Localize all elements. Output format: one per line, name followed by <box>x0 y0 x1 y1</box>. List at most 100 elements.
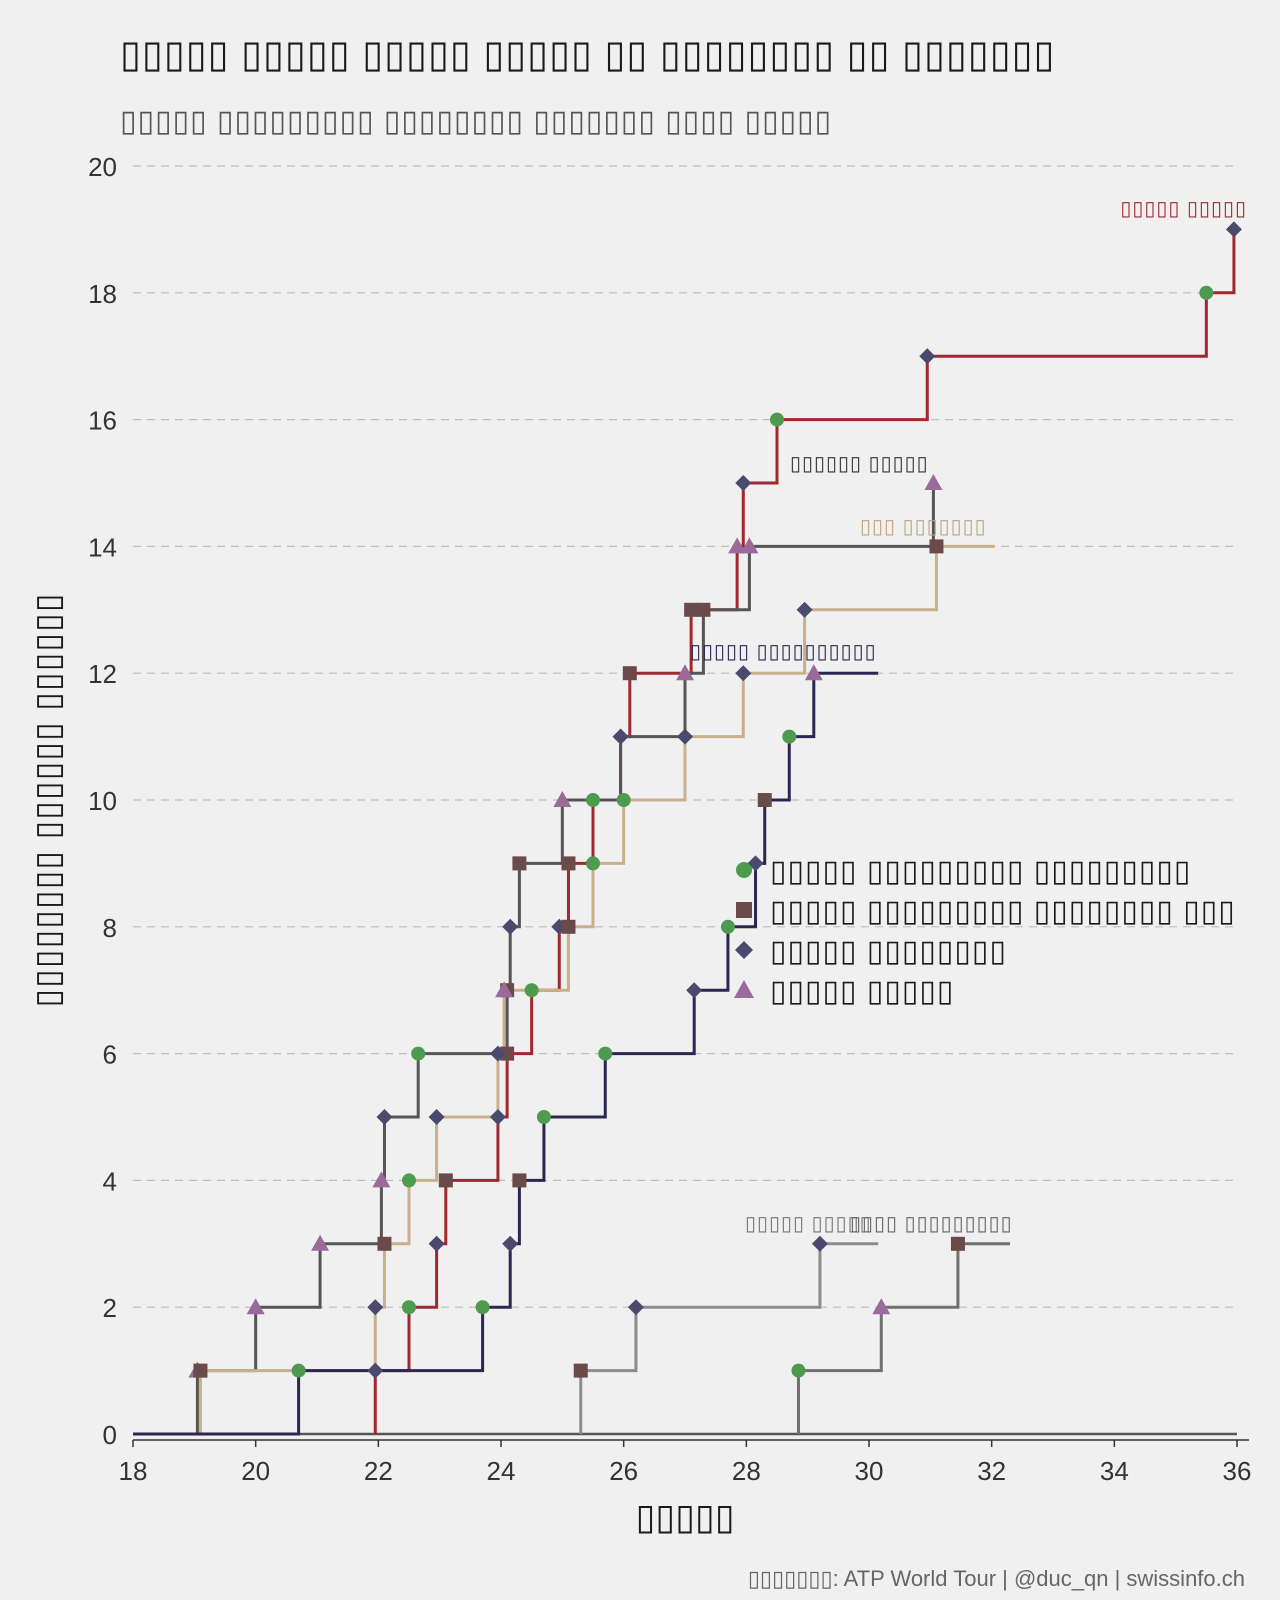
x-tick-label: 30 <box>855 1456 884 1486</box>
chart-title: ▯▯▯▯▯ ▯▯▯▯▯ ▯▯▯▯▯ ▯▯▯▯▯ ▯▯ ▯▯▯▯▯▯▯▯ ▯▯ ▯… <box>120 34 1056 76</box>
legend-label: ▯▯▯▯▯ ▯▯▯▯▯▯▯▯▯ ▯▯▯▯▯▯▯▯ ▯▯▯ <box>770 895 1236 928</box>
square-marker <box>573 1363 588 1378</box>
square-marker <box>696 602 711 617</box>
circle-marker <box>598 1046 613 1061</box>
triangle-marker <box>734 980 754 998</box>
series-line <box>796 1242 1011 1434</box>
x-tick-label: 20 <box>241 1456 270 1486</box>
circle-marker <box>736 862 752 878</box>
series-line <box>579 1242 879 1434</box>
diamond-marker <box>919 348 936 365</box>
y-tick-label: 18 <box>88 279 117 309</box>
square-marker <box>684 602 699 617</box>
y-tick-label: 4 <box>103 1166 117 1196</box>
circle-marker <box>1199 285 1214 300</box>
legend-label: ▯▯▯▯▯ ▯▯▯▯▯▯▯▯ <box>770 935 1007 968</box>
diamond-marker <box>735 475 752 491</box>
series-label: ▯▯▯▯ ▯▯▯▯▯▯▯▯▯ <box>850 1213 1013 1235</box>
circle-marker <box>616 793 631 807</box>
source-credit: ▯▯▯▯▯▯▯: ATP World Tour | @duc_qn | swis… <box>747 1566 1245 1591</box>
diamond-marker <box>428 1109 445 1125</box>
chart-subtitle: ▯▯▯▯▯ ▯▯▯▯▯▯▯▯▯ ▯▯▯▯▯▯▯▯ ▯▯▯▯▯▯▯ ▯▯▯▯ ▯▯… <box>120 105 833 138</box>
diamond-marker <box>735 941 753 959</box>
square-marker <box>561 856 576 871</box>
circle-marker <box>586 856 600 871</box>
diamond-marker <box>367 1362 384 1379</box>
x-tick-label: 28 <box>732 1456 761 1486</box>
triangle-marker <box>495 981 514 998</box>
y-tick-label: 12 <box>88 659 117 689</box>
y-tick-label: 2 <box>103 1293 117 1323</box>
triangle-marker <box>872 1298 891 1315</box>
triangle-marker <box>924 474 943 490</box>
y-tick-label: 20 <box>88 152 117 182</box>
legend-label: ▯▯▯▯▯ ▯▯▯▯▯▯▯▯▯ ▯▯▯▯▯▯▯▯▯ <box>770 855 1191 888</box>
square-marker <box>500 1046 515 1061</box>
circle-marker <box>536 1110 551 1124</box>
series-lines <box>133 229 1237 1436</box>
diamond-marker <box>677 728 693 745</box>
triangle-marker <box>372 1171 391 1188</box>
diamond-marker <box>502 1235 519 1252</box>
circle-marker <box>720 919 735 934</box>
square-marker <box>377 1236 392 1251</box>
series-label: ▯▯▯ ▯▯▯▯▯▯▯ <box>860 516 987 538</box>
diamond-marker <box>376 1109 393 1125</box>
x-tick-label: 24 <box>487 1456 516 1486</box>
circle-marker <box>782 729 797 744</box>
square-marker <box>561 919 576 934</box>
square-marker <box>950 1236 965 1251</box>
circle-marker <box>586 793 600 807</box>
diamond-marker <box>428 1235 445 1252</box>
x-tick-label: 18 <box>119 1456 148 1486</box>
diamond-marker <box>627 1299 644 1316</box>
square-marker <box>929 539 944 554</box>
square-marker <box>622 666 637 681</box>
triangle-marker <box>728 537 747 554</box>
series-markers <box>188 221 1242 1379</box>
x-tick-label: 34 <box>1100 1456 1129 1486</box>
diamond-marker <box>686 982 703 999</box>
y-tick-label: 16 <box>88 406 117 436</box>
series-label: ▯▯▯▯▯▯ ▯▯▯▯▯ <box>790 453 929 475</box>
x-axis-label: ▯▯▯▯▯ <box>635 1496 735 1537</box>
triangle-marker <box>740 537 759 554</box>
x-tick-label: 36 <box>1223 1456 1252 1486</box>
circle-marker <box>402 1300 416 1315</box>
diamond-marker <box>367 1299 384 1316</box>
square-marker <box>757 793 772 807</box>
series-label: ▯▯▯▯▯ ▯▯▯▯▯ <box>1120 198 1247 220</box>
square-marker <box>736 902 752 918</box>
diamond-marker <box>1225 221 1242 238</box>
diamond-marker <box>735 665 752 682</box>
y-tick-label: 10 <box>88 786 117 816</box>
x-tick-label: 22 <box>364 1456 393 1486</box>
square-marker <box>438 1173 453 1188</box>
series-label: ▯▯▯▯▯ ▯▯▯▯▯ <box>745 1213 872 1235</box>
triangle-marker <box>246 1298 265 1315</box>
y-tick-label: 14 <box>88 532 117 562</box>
square-marker <box>512 856 527 871</box>
circle-marker <box>411 1046 426 1061</box>
y-tick-label: 0 <box>103 1420 117 1450</box>
circle-marker <box>524 983 539 998</box>
legend-label: ▯▯▯▯▯ ▯▯▯▯▯ <box>770 975 954 1008</box>
marker-legend: ▯▯▯▯▯ ▯▯▯▯▯▯▯▯▯ ▯▯▯▯▯▯▯▯▯▯▯▯▯▯ ▯▯▯▯▯▯▯▯▯… <box>734 855 1236 1008</box>
y-tick-label: 8 <box>103 913 117 943</box>
x-tick-label: 32 <box>977 1456 1006 1486</box>
series-line <box>198 544 995 1434</box>
series-line <box>373 229 1236 1434</box>
diamond-marker <box>502 918 519 935</box>
circle-marker <box>791 1363 806 1378</box>
diamond-marker <box>612 728 629 745</box>
triangle-marker <box>676 664 694 681</box>
diamond-marker <box>489 1045 506 1062</box>
series-labels: ▯▯▯▯▯ ▯▯▯▯▯ ▯▯▯▯▯▯ ▯▯▯▯▯ ▯▯▯ ▯▯▯▯▯▯▯ ▯▯▯▯▯ … <box>690 198 1247 1235</box>
diamond-marker <box>796 601 813 618</box>
circle-marker <box>770 412 784 427</box>
circle-marker <box>402 1173 416 1188</box>
square-marker <box>193 1363 208 1378</box>
circle-marker <box>291 1363 306 1378</box>
